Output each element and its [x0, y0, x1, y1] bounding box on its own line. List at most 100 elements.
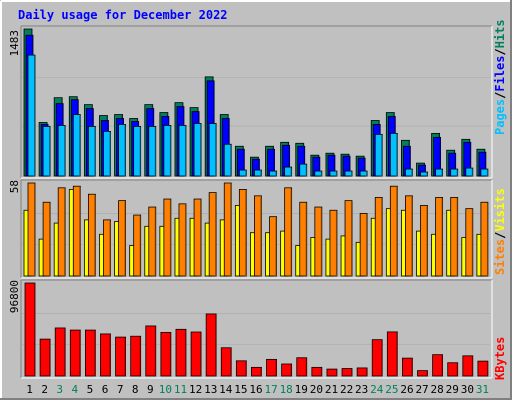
bar-sites-2 — [42, 201, 51, 277]
x-label-17: 17 — [264, 383, 277, 396]
x-label-27: 27 — [415, 383, 428, 396]
bar-pages-1 — [27, 54, 36, 177]
bar-pages-27 — [420, 171, 428, 177]
bar-sites-21 — [329, 209, 338, 277]
x-label-22: 22 — [340, 383, 353, 396]
x-label-14: 14 — [219, 383, 233, 396]
x-label-19: 19 — [295, 383, 308, 396]
bar-sites-13 — [208, 192, 217, 277]
bar-kbytes-11 — [175, 328, 187, 377]
x-label-12: 12 — [189, 383, 202, 396]
bar-sites-6 — [103, 219, 111, 277]
bar-pages-26 — [405, 168, 413, 177]
bar-pages-30 — [465, 167, 474, 177]
bar-sites-22 — [344, 200, 353, 277]
bar-sites-8 — [133, 214, 142, 277]
bar-pages-22 — [344, 170, 353, 177]
bar-pages-23 — [359, 170, 368, 177]
bar-pages-17 — [269, 170, 277, 177]
bar-sites-29 — [450, 197, 459, 277]
bar-kbytes-30 — [462, 355, 474, 377]
bar-sites-10 — [163, 198, 172, 277]
bar-pages-31 — [480, 168, 489, 177]
bar-kbytes-17 — [266, 358, 277, 377]
bar-sites-7 — [118, 200, 126, 277]
bar-pages-2 — [42, 126, 51, 177]
bar-kbytes-3 — [54, 327, 66, 377]
bar-kbytes-28 — [432, 354, 444, 377]
x-label-2: 2 — [41, 383, 48, 396]
bar-kbytes-14 — [220, 347, 232, 377]
legend-hits: Hits — [493, 19, 507, 48]
bar-kbytes-10 — [160, 331, 172, 377]
bar-pages-14 — [223, 143, 232, 177]
bar-kbytes-16 — [251, 366, 262, 377]
bar-sites-3 — [57, 187, 66, 277]
legend-top: Pages/Files/Hits — [493, 19, 507, 135]
bar-pages-29 — [450, 168, 459, 177]
x-label-25: 25 — [385, 383, 398, 396]
x-label-31: 31 — [476, 383, 489, 396]
bottom-ymax-label: 96800 — [8, 280, 21, 313]
bar-pages-12 — [193, 123, 202, 177]
legend-middle: Sites/Visits — [493, 188, 507, 275]
bar-pages-3 — [57, 125, 66, 177]
x-label-7: 7 — [117, 383, 124, 396]
x-label-1: 1 — [26, 383, 33, 396]
bar-kbytes-31 — [477, 360, 489, 377]
bar-sites-17 — [269, 216, 277, 277]
bar-kbytes-27 — [417, 370, 428, 377]
x-label-13: 13 — [204, 383, 217, 396]
x-label-29: 29 — [446, 383, 459, 396]
legend-bottom: KBytes — [493, 337, 507, 380]
bar-pages-7 — [118, 124, 126, 177]
bar-sites-23 — [359, 213, 368, 277]
x-label-9: 9 — [147, 383, 154, 396]
bar-kbytes-23 — [356, 367, 368, 377]
bar-sites-14 — [223, 182, 232, 277]
bar-kbytes-15 — [235, 360, 247, 377]
bar-pages-13 — [208, 123, 217, 177]
top-ymax-label: 1483 — [8, 30, 21, 57]
x-label-10: 10 — [159, 383, 172, 396]
bar-kbytes-21 — [326, 368, 338, 377]
bar-sites-24 — [374, 197, 383, 277]
middle-ymax-label: 58 — [8, 180, 21, 193]
bar-pages-18 — [284, 166, 293, 177]
x-label-6: 6 — [102, 383, 109, 396]
bar-kbytes-1 — [24, 282, 36, 377]
bar-sites-11 — [178, 203, 187, 277]
bar-pages-20 — [314, 170, 323, 177]
bar-kbytes-9 — [145, 325, 157, 377]
bar-sites-16 — [254, 195, 262, 277]
bar-kbytes-25 — [386, 331, 398, 377]
bar-pages-5 — [87, 126, 96, 177]
bar-kbytes-2 — [39, 338, 51, 377]
middle-bars — [23, 182, 489, 277]
x-label-30: 30 — [461, 383, 474, 396]
x-label-11: 11 — [174, 383, 187, 396]
chart-title: Daily usage for December 2022 — [18, 8, 228, 22]
bar-pages-8 — [133, 126, 142, 177]
bar-kbytes-22 — [341, 368, 353, 377]
bar-kbytes-5 — [84, 329, 96, 377]
x-label-3: 3 — [56, 383, 63, 396]
bar-sites-20 — [314, 206, 323, 277]
bar-pages-6 — [103, 130, 111, 177]
bar-pages-21 — [329, 170, 338, 177]
bar-kbytes-26 — [402, 357, 413, 377]
bar-sites-27 — [420, 205, 428, 277]
bar-sites-19 — [299, 201, 308, 277]
x-label-20: 20 — [310, 383, 323, 396]
bar-pages-25 — [389, 132, 398, 177]
legend-files: Files — [493, 56, 507, 92]
x-label-23: 23 — [355, 383, 368, 396]
bar-pages-16 — [254, 169, 262, 177]
bar-kbytes-6 — [100, 333, 111, 377]
x-label-28: 28 — [431, 383, 444, 396]
x-label-5: 5 — [87, 383, 94, 396]
bar-pages-4 — [72, 114, 81, 177]
bar-sites-1 — [27, 182, 36, 277]
bar-pages-11 — [178, 125, 187, 177]
